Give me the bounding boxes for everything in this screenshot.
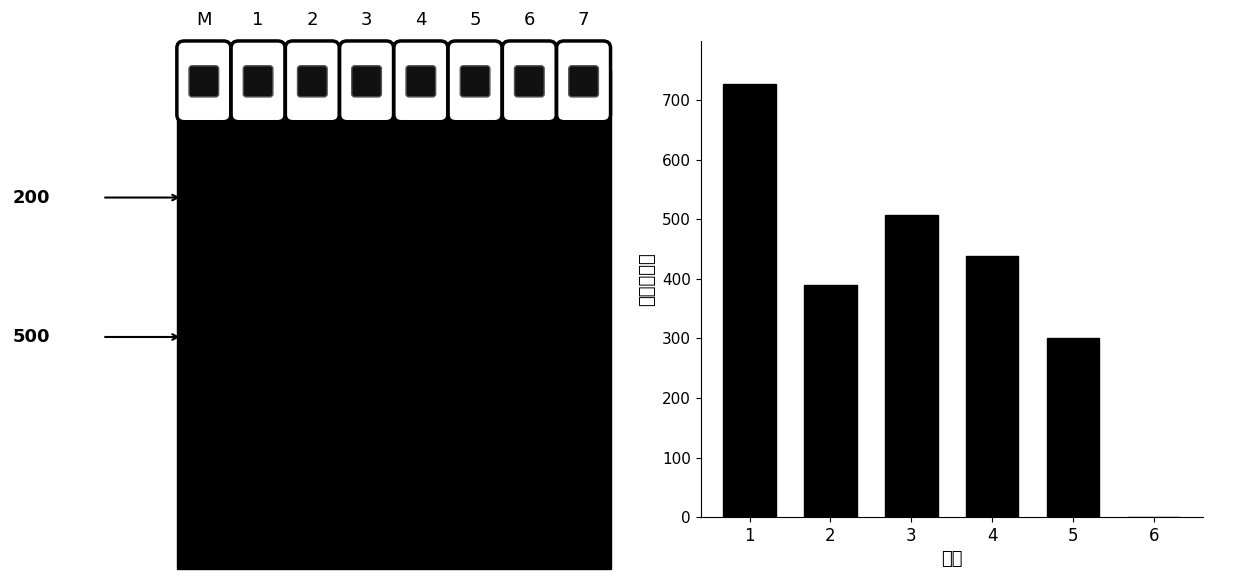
- Bar: [966, 256, 1018, 517]
- FancyBboxPatch shape: [502, 41, 557, 122]
- FancyBboxPatch shape: [243, 66, 273, 97]
- Bar: [805, 285, 857, 517]
- FancyBboxPatch shape: [569, 66, 599, 97]
- Bar: [1047, 338, 1099, 517]
- Text: M: M: [196, 11, 212, 29]
- FancyBboxPatch shape: [177, 41, 231, 122]
- Text: 7: 7: [578, 11, 589, 29]
- FancyBboxPatch shape: [188, 66, 218, 97]
- FancyBboxPatch shape: [515, 66, 544, 97]
- Bar: [723, 84, 776, 517]
- Text: 500: 500: [12, 328, 50, 346]
- FancyBboxPatch shape: [405, 66, 435, 97]
- FancyBboxPatch shape: [394, 41, 448, 122]
- FancyBboxPatch shape: [298, 66, 327, 97]
- FancyBboxPatch shape: [352, 66, 382, 97]
- Text: 4: 4: [415, 11, 427, 29]
- FancyBboxPatch shape: [460, 66, 490, 97]
- Text: 3: 3: [361, 11, 372, 29]
- Y-axis label: 条带灰度值: 条带灰度值: [639, 252, 656, 306]
- FancyBboxPatch shape: [340, 41, 393, 122]
- Text: 1: 1: [253, 11, 264, 29]
- X-axis label: 泳道: 泳道: [941, 550, 962, 568]
- Bar: [885, 214, 937, 517]
- Text: 200: 200: [12, 189, 50, 206]
- FancyBboxPatch shape: [231, 41, 285, 122]
- FancyBboxPatch shape: [557, 41, 610, 122]
- Text: 5: 5: [469, 11, 481, 29]
- FancyBboxPatch shape: [448, 41, 502, 122]
- Text: 6: 6: [523, 11, 534, 29]
- Text: 2: 2: [306, 11, 319, 29]
- Bar: [176, 70, 611, 569]
- FancyBboxPatch shape: [285, 41, 340, 122]
